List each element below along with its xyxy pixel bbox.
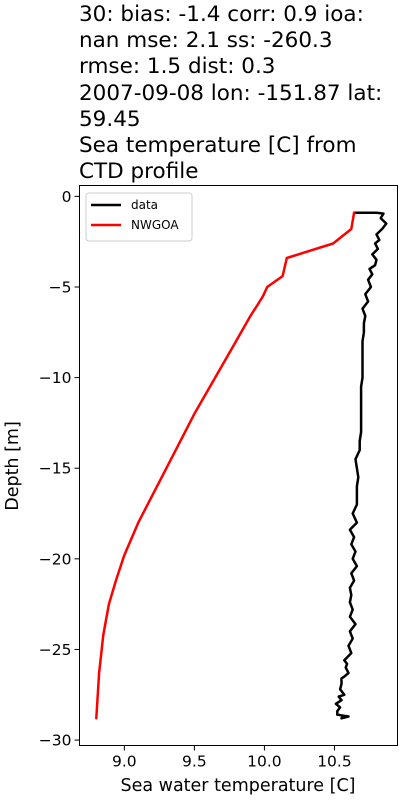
- x-tick-label: 10.5: [317, 753, 352, 771]
- ticks-layer: 9.0 9.5 10.0 10.5 0 −5 −10 −15 −20 −25 −30: [39, 188, 352, 771]
- y-tick-label: −5: [49, 278, 72, 296]
- title-line-6: Sea temperature [C] from: [79, 133, 357, 159]
- series-layer: [95, 211, 388, 720]
- x-tick-label: 9.0: [112, 753, 137, 771]
- title-line-4: 2007-09-08 lon: -151.87 lat:: [79, 80, 383, 106]
- title-line-2: nan mse: 2.1 ss: -260.3: [79, 28, 333, 54]
- y-tick-label: −30: [39, 732, 72, 750]
- series-line-data: [334, 211, 388, 720]
- title-line-7: CTD profile: [79, 159, 199, 185]
- title-line-3: rmse: 1.5 dist: 0.3: [79, 54, 276, 80]
- y-tick-label: −10: [39, 369, 72, 387]
- legend-label-nwgoa: NWGOA: [131, 218, 179, 232]
- legend-label-data: data: [131, 198, 158, 212]
- chart-title: 30: bias: -1.4 corr: 0.9 ioa: nan mse: 2…: [79, 2, 397, 185]
- legend: data NWGOA: [85, 192, 193, 242]
- y-tick-label: −20: [39, 550, 72, 568]
- title-line-1: 30: bias: -1.4 corr: 0.9 ioa:: [79, 2, 364, 27]
- title-line-5: 59.45: [79, 106, 141, 132]
- y-tick-label: 0: [62, 188, 72, 206]
- y-tick-label: −25: [39, 641, 72, 659]
- x-axis-label: Sea water temperature [C]: [120, 776, 355, 796]
- x-tick-label: 9.5: [182, 753, 207, 771]
- y-tick-label: −15: [39, 460, 72, 478]
- plot-area-frame: [79, 185, 398, 746]
- y-axis-label: Depth [m]: [3, 421, 23, 511]
- x-tick-label: 10.0: [247, 753, 282, 771]
- series-line-nwgoa: [95, 211, 356, 720]
